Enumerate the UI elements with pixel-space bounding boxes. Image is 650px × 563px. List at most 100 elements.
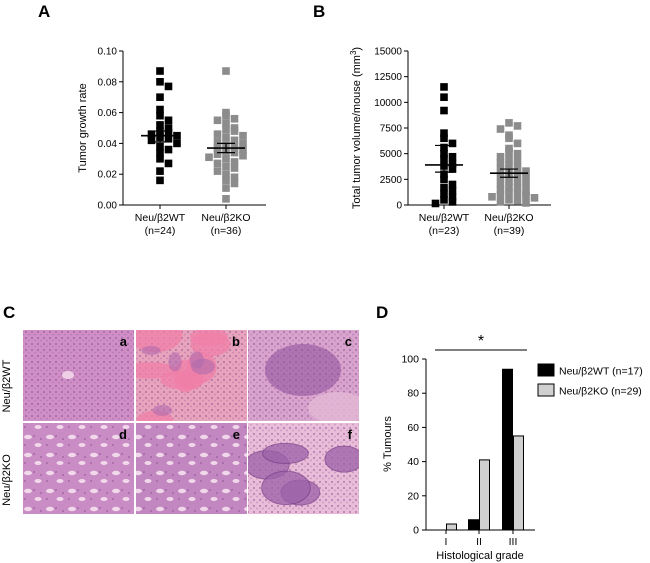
tile-image bbox=[23, 330, 134, 421]
data-point bbox=[230, 114, 239, 123]
chart-d-bars bbox=[446, 368, 524, 531]
data-point bbox=[496, 179, 505, 188]
data-point bbox=[496, 198, 505, 206]
y-tick-label: 12500 bbox=[374, 72, 402, 83]
data-point bbox=[164, 145, 173, 154]
data-point bbox=[213, 138, 222, 146]
y-tick-label: 10000 bbox=[374, 98, 402, 109]
bar bbox=[468, 519, 479, 531]
stroma-blob bbox=[190, 332, 231, 357]
cell-cluster bbox=[152, 405, 173, 416]
data-point bbox=[222, 195, 230, 203]
data-point bbox=[522, 191, 530, 200]
data-point bbox=[496, 152, 505, 161]
panel-label-c: C bbox=[3, 303, 15, 322]
y-tick-label: 15000 bbox=[374, 47, 402, 58]
data-point bbox=[222, 125, 230, 134]
x-category-sublabel: (n=23) bbox=[429, 225, 460, 237]
data-point bbox=[440, 170, 448, 178]
chart-a-x-labels: Neu/β2WT(n=24) Neu/β2KO(n=36) bbox=[135, 205, 251, 237]
data-point bbox=[440, 183, 448, 192]
data-point bbox=[156, 105, 164, 114]
data-point bbox=[156, 176, 164, 185]
data-point bbox=[164, 128, 173, 137]
data-point bbox=[513, 122, 522, 130]
x-category-label: II bbox=[476, 536, 482, 548]
y-tick-label: 0.04 bbox=[98, 139, 118, 150]
data-point bbox=[164, 124, 173, 132]
data-point bbox=[496, 125, 505, 133]
row-label-wt: Neu/β2WT bbox=[1, 359, 13, 412]
x-category-label: Neu/β2KO bbox=[484, 212, 533, 224]
y-tick-label: 0.06 bbox=[98, 108, 118, 119]
cell-cluster bbox=[190, 358, 216, 375]
y-tick-label: 20 bbox=[407, 490, 419, 502]
data-point bbox=[496, 159, 505, 167]
bar bbox=[446, 523, 457, 531]
data-point bbox=[513, 183, 522, 192]
data-point bbox=[164, 82, 173, 91]
y-tick-label: 5000 bbox=[380, 149, 403, 160]
data-point bbox=[230, 164, 239, 172]
legend-label: Neu/β2WT (n=17) bbox=[559, 366, 643, 378]
data-point bbox=[440, 83, 448, 91]
tumor-nest bbox=[261, 470, 311, 506]
stroma-blob bbox=[160, 370, 205, 390]
y-tick-label: 60 bbox=[407, 422, 419, 434]
data-point bbox=[513, 149, 522, 158]
x-category-label: Neu/β2WT bbox=[135, 212, 186, 224]
data-point bbox=[222, 67, 230, 75]
y-tick-label: 100 bbox=[401, 354, 419, 366]
data-point bbox=[156, 111, 164, 120]
bar bbox=[479, 459, 490, 531]
data-point bbox=[513, 139, 522, 148]
tile-letter: b bbox=[232, 334, 240, 349]
panel-label-d: D bbox=[376, 303, 388, 322]
data-point bbox=[239, 139, 247, 148]
data-point bbox=[440, 129, 448, 137]
data-point bbox=[505, 147, 513, 156]
data-point bbox=[505, 119, 513, 127]
chart-b-points bbox=[425, 83, 539, 208]
data-point bbox=[230, 179, 239, 188]
data-point bbox=[513, 163, 522, 171]
chart-d-x-labels: I II III bbox=[445, 530, 517, 548]
data-point bbox=[513, 177, 522, 186]
micrograph-grid: Neu/β2WT Neu/β2KO a b c d e f bbox=[1, 330, 359, 514]
data-point bbox=[440, 134, 448, 143]
data-point bbox=[147, 136, 156, 145]
data-point bbox=[156, 67, 164, 75]
data-point bbox=[505, 134, 513, 143]
data-point bbox=[156, 121, 164, 129]
stroma-region bbox=[308, 392, 359, 421]
data-point bbox=[213, 116, 222, 125]
data-point bbox=[239, 151, 247, 160]
data-point bbox=[440, 196, 448, 204]
tile-letter: f bbox=[348, 427, 353, 442]
data-point bbox=[164, 116, 173, 125]
chart-d-histological-grade: % Tumours Histological grade * 0 20 40 60 80… bbox=[382, 333, 643, 562]
data-point bbox=[239, 145, 247, 154]
data-point bbox=[448, 180, 457, 189]
data-point bbox=[156, 155, 164, 163]
data-point bbox=[513, 157, 522, 165]
x-category-sublabel: (n=24) bbox=[145, 225, 176, 237]
data-point bbox=[213, 130, 222, 138]
data-point bbox=[164, 159, 173, 168]
data-point bbox=[164, 134, 173, 143]
invasive-region bbox=[265, 344, 341, 396]
data-point bbox=[505, 155, 513, 163]
data-point bbox=[230, 127, 239, 135]
data-point bbox=[222, 111, 230, 120]
data-point bbox=[440, 175, 448, 184]
data-point bbox=[230, 173, 239, 182]
tile-letter: d bbox=[119, 427, 127, 442]
data-point bbox=[496, 185, 505, 194]
chart-d-legend: Neu/β2WT (n=17) Neu/β2KO (n=29) bbox=[537, 363, 643, 398]
micrograph-tile-b: b bbox=[136, 330, 247, 421]
significance-star: * bbox=[478, 333, 484, 350]
data-point bbox=[431, 199, 440, 208]
y-tick-label: 7500 bbox=[380, 124, 403, 135]
data-point bbox=[205, 153, 213, 162]
chart-b-ylabel: Total tumor volume/mouse (mm3) bbox=[349, 47, 363, 209]
